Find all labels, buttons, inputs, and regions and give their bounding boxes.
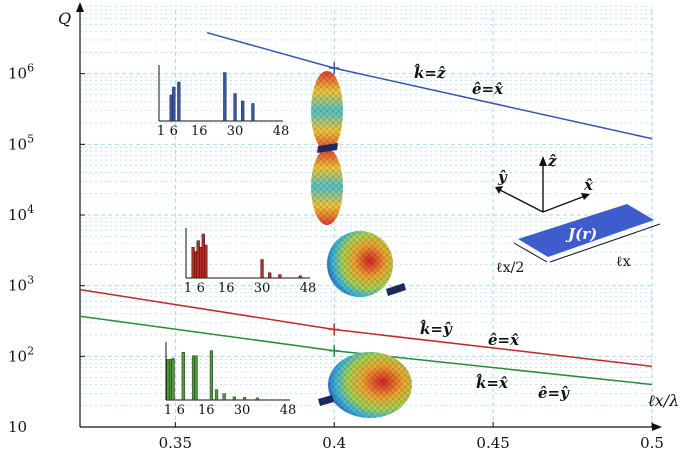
current-label: J(r): [565, 225, 597, 243]
axis-label-x: x̂: [583, 176, 594, 194]
x-tick-label: 0.5: [640, 434, 664, 452]
inset-bar: [223, 72, 227, 122]
inset-bar: [181, 351, 185, 401]
x-axis-label: ℓx/λ: [648, 391, 679, 410]
inset-tick-label: 6: [197, 281, 205, 296]
inset-tick-label: 30: [227, 124, 244, 139]
annotation-k-x: k̂=x̂: [476, 373, 509, 392]
inset-bar: [204, 244, 208, 279]
spectrum-inset-green: 1 6 16 30 48: [164, 342, 296, 418]
inset-bar: [233, 93, 237, 122]
annotation-e-y: ê=ŷ: [538, 384, 570, 402]
annotation-k-y: k̂=ŷ: [420, 319, 453, 338]
y-tick-label: 102: [8, 344, 34, 365]
inset-bar: [242, 397, 247, 401]
y-axis-label: Q: [58, 9, 71, 28]
inset-bar: [260, 259, 264, 279]
x-tick-label: 0.45: [476, 434, 509, 452]
y-axis-arrow: [76, 2, 84, 12]
inset-bar: [255, 397, 259, 401]
inset-tick-label: 1: [164, 403, 172, 418]
inset-tick-label: 1: [157, 124, 165, 139]
current-plate: [518, 204, 654, 257]
inset-bar: [241, 100, 245, 122]
length-half-label: ℓx/2: [496, 260, 524, 276]
inset-bar: [171, 358, 175, 401]
annotation-e-x-1: ê=x̂: [472, 80, 504, 98]
x-axis-arrow: [652, 423, 662, 431]
data-series: [80, 31, 652, 386]
inset-tick-label: 6: [177, 403, 185, 418]
axis-label-z: ẑ: [547, 152, 557, 170]
inset-bar: [172, 86, 176, 122]
inset-tick-label: 6: [170, 124, 178, 139]
series-marker-0: [329, 62, 340, 75]
annotation-k-z: k̂=ẑ: [414, 63, 446, 82]
inset-tick-label: 48: [300, 281, 317, 296]
y-tick-label: 105: [8, 132, 34, 153]
radiation-pattern-z: [311, 71, 343, 225]
x-tick-label: 0.35: [159, 434, 192, 452]
inset-tick-label: 48: [280, 403, 297, 418]
x-tick-labels: 0.35 0.4 0.45 0.5: [159, 422, 664, 452]
y-tick-label: 106: [8, 62, 34, 83]
inset-tick-label: 16: [191, 124, 208, 139]
radiation-pattern-y: [327, 231, 406, 297]
inset-bar: [298, 275, 302, 279]
inset-bar: [194, 355, 198, 401]
axis-label-y: ŷ: [497, 168, 508, 186]
series-marker-2: [329, 344, 340, 357]
y-tick-label: 103: [8, 274, 34, 295]
x-tick-label: 0.4: [322, 434, 346, 452]
inset-bar: [232, 396, 236, 401]
coordinate-axes: [499, 162, 586, 213]
inset-tick-label: 1: [184, 281, 192, 296]
annotation-y: k̂=ŷ ê=x̂: [420, 319, 520, 349]
inset-bar: [177, 81, 181, 122]
inset-bar: [278, 274, 282, 279]
y-tick-label: 104: [8, 203, 34, 224]
annotation-e-x-2: ê=x̂: [488, 331, 520, 349]
inset-tick-label: 30: [234, 403, 251, 418]
inset-tick-label: 16: [218, 281, 235, 296]
annotation-x: k̂=x̂ ê=ŷ: [476, 373, 570, 402]
inset-bar: [214, 389, 219, 401]
inset-tick-label: 30: [254, 281, 271, 296]
inset-bar: [268, 272, 272, 279]
inset-tick-label: 48: [273, 124, 290, 139]
y-tick-label: 10: [8, 418, 27, 436]
radiation-pattern-x: [318, 352, 412, 418]
inset-bar: [251, 103, 255, 122]
spectrum-inset-red: 1 6 16 30 48: [184, 228, 316, 296]
series-marker-1: [329, 323, 340, 336]
inset-bar: [209, 350, 214, 401]
annotation-z: k̂=ẑ ê=x̂: [414, 63, 504, 98]
geometry-diagram: ŷ ẑ x̂ J(r) ℓx/2 ℓx: [495, 152, 661, 276]
inset-tick-label: 16: [198, 403, 215, 418]
length-full-label: ℓx: [616, 254, 631, 270]
spectrum-inset-blue: 1 6 16 30 48: [157, 65, 289, 139]
y-tick-labels: 10 102 103 104 105 106: [8, 62, 85, 436]
inset-bar: [222, 393, 226, 401]
